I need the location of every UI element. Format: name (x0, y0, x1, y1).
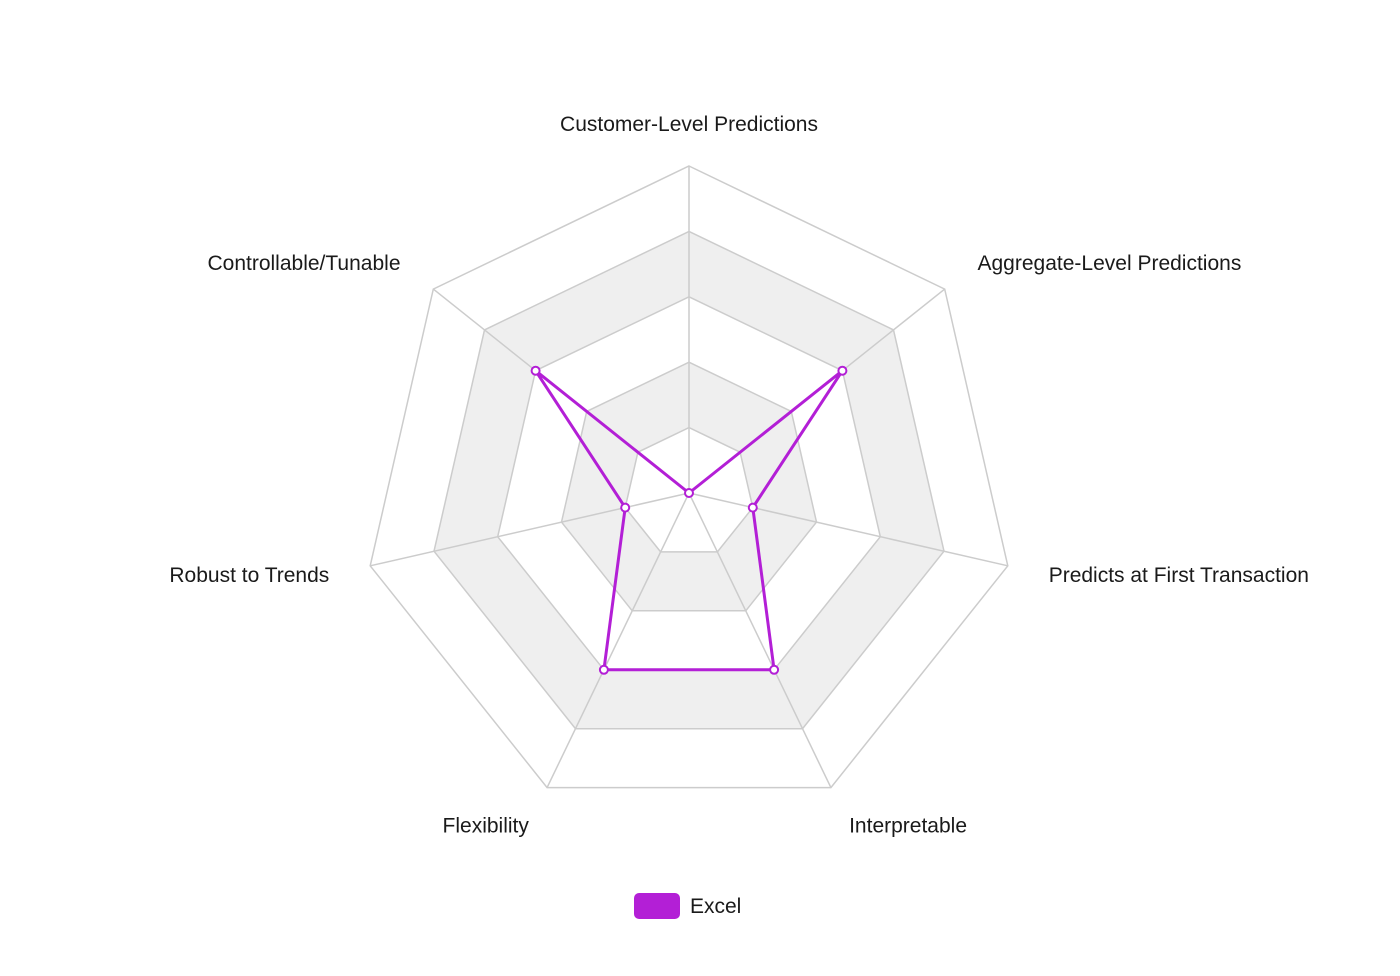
series-point-0-2[interactable] (747, 502, 758, 513)
axis-spoke-3 (688, 492, 832, 788)
series-layer (530, 365, 848, 675)
axis-label-1: Aggregate-Level Predictions (978, 252, 1242, 275)
legend-swatch-excel[interactable] (634, 893, 680, 919)
axis-spoke-5 (370, 492, 690, 567)
axis-label-4: Flexibility (443, 815, 530, 838)
series-point-0-6[interactable] (530, 365, 541, 376)
series-point-0-1[interactable] (837, 365, 848, 376)
legend[interactable]: Excel (634, 893, 741, 919)
legend-label-excel[interactable]: Excel (690, 895, 741, 918)
axis-labels: Customer-Level Predictions Aggregate-Leve… (169, 113, 1309, 838)
series-line-0 (534, 369, 844, 672)
axis-spoke-2 (688, 492, 1008, 567)
series-point-0-0[interactable] (684, 488, 694, 498)
axis-label-2: Predicts at First Transaction (1049, 564, 1309, 587)
axis-label-6: Controllable/Tunable (207, 252, 400, 275)
series-point-0-3[interactable] (769, 664, 780, 675)
series-point-0-4[interactable] (598, 664, 609, 675)
axis-label-5: Robust to Trends (169, 564, 329, 587)
axis-label-3: Interpretable (849, 815, 967, 838)
series-point-0-5[interactable] (620, 502, 631, 513)
axis-label-0: Customer-Level Predictions (560, 113, 818, 136)
axis-spoke-4 (546, 492, 690, 788)
